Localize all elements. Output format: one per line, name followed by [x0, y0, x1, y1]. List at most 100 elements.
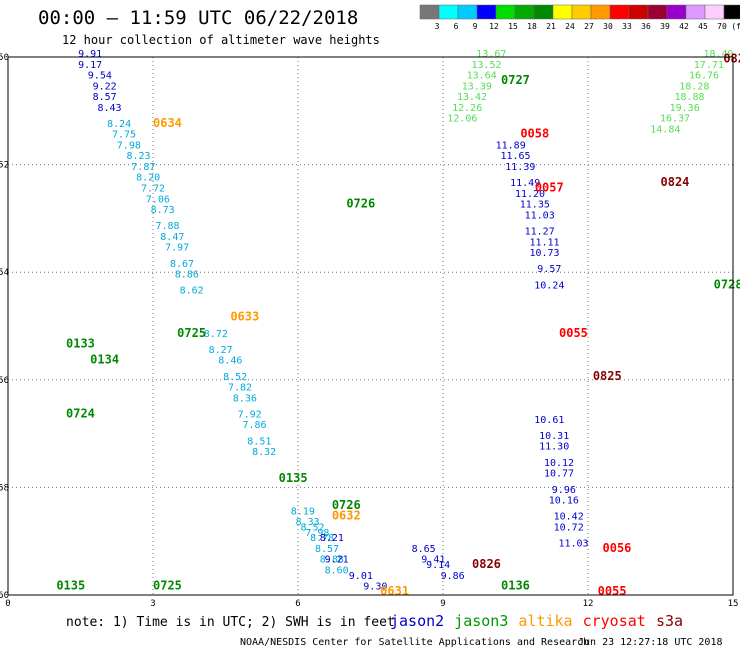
legend-label: 36 [641, 22, 651, 31]
swh-value: 18.49 [703, 49, 733, 60]
legend-label: 42 [679, 22, 689, 31]
swh-value: 10.73 [529, 248, 559, 259]
track: 8.72 8.278.46 8.527.828.36 7.927.86 8.518.32 [204, 329, 276, 458]
legend-swatch [666, 4, 687, 20]
pass-time-label: 0135 [56, 579, 85, 593]
y-tick-label: -52 [0, 161, 9, 171]
plot-border [7, 56, 734, 596]
swh-value: 10.42 [554, 512, 584, 523]
swh-value: 9.86 [441, 571, 465, 582]
pass-time-label: 0055 [598, 584, 627, 598]
footer-timestamp: Jun 23 12:27:18 UTC 2018 [578, 637, 723, 648]
x-tick-label: 12 [583, 599, 594, 609]
pass-time-labels: 0634 0633 0632 0631 0726 0727 0725 0724 0725 0726… [56, 51, 740, 598]
swh-value: 13.42 [457, 92, 487, 103]
legend-label: 27 [584, 22, 594, 31]
swh-value: 9.22 [93, 81, 117, 92]
x-tick-label: 0 [5, 599, 10, 609]
swh-value: 8.65 [412, 544, 436, 555]
satellite-legend: jason2 jason3 altika cryosat s3a [390, 612, 683, 630]
track: 8.21 9.219.019.30 8.659.419.149.86 [320, 533, 465, 592]
legend-label: 18 [527, 22, 537, 31]
swh-value: 9.30 [363, 582, 387, 593]
swh-value: 11.03 [558, 539, 588, 550]
swh-value: 18.88 [674, 92, 704, 103]
swh-value: 7.82 [228, 383, 252, 394]
swh-value: 11.35 [520, 200, 550, 211]
swh-value: 13.64 [467, 71, 497, 82]
pass-time-label: 082 [723, 51, 740, 65]
swh-value: 8.60 [325, 565, 349, 576]
swh-value: 8.27 [209, 345, 233, 356]
swh-value: 10.31 [539, 431, 569, 442]
swh-value: 17.71 [694, 60, 724, 71]
track: 8.247.757.988.237.878.207.727.068.73 7.88… [107, 119, 204, 297]
legend-swatch [514, 4, 535, 20]
swh-value: 16.76 [689, 71, 719, 82]
pass-time-label: 0725 [177, 326, 206, 340]
pass-time-label: 0133 [66, 337, 95, 351]
swh-value: 7.92 [238, 409, 262, 420]
swh-value: 8.47 [160, 232, 184, 243]
legend-label: 21 [546, 22, 556, 31]
pass-time-label: 0633 [230, 310, 259, 324]
legend-label: 39 [660, 22, 670, 31]
y-tick-label: -56 [0, 376, 9, 386]
swh-value: 8.32 [252, 447, 276, 458]
swh-value: 8.73 [151, 205, 175, 216]
swh-value: 7.98 [305, 528, 329, 539]
swh-value: 11.03 [525, 210, 555, 221]
pass-time-label: 0727 [501, 73, 530, 87]
y-tick-label: -60 [0, 591, 9, 601]
swh-value: 8.20 [136, 173, 160, 184]
pass-time-label: 0725 [153, 579, 182, 593]
footnote: note: 1) Time is in UTC; 2) SWH is in fe… [66, 615, 395, 630]
swh-value: 8.51 [247, 436, 271, 447]
track: 8.198.338.527.988.788.578.888.60 [291, 506, 349, 576]
swh-value: 9.17 [78, 60, 102, 71]
legend-label: 30 [603, 22, 613, 31]
legend-label: 33 [622, 22, 632, 31]
swh-value: 11.65 [500, 151, 530, 162]
legend-label: 9 [473, 22, 478, 31]
pass-time-label: 0825 [593, 369, 622, 383]
legend-swatch [571, 4, 592, 20]
footer-credit: NOAA/NESDIS Center for Satellite Applica… [240, 637, 589, 648]
satellite-name: jason3 [454, 612, 508, 630]
swh-value: 10.77 [544, 469, 574, 480]
swh-value: 8.21 [320, 533, 344, 544]
swh-value: 8.24 [107, 119, 131, 130]
swh-value: 8.62 [180, 286, 204, 297]
legend-label: 3 [435, 22, 440, 31]
swh-value: 11.27 [525, 227, 555, 238]
pass-time-label: 0134 [90, 353, 119, 367]
swh-value: 9.14 [426, 560, 450, 571]
swh-value: 7.87 [131, 162, 155, 173]
chart-subtitle: 12 hour collection of altimeter wave hei… [62, 33, 380, 47]
swh-value: 7.86 [242, 420, 266, 431]
swh-value: 8.52 [300, 522, 324, 533]
pass-time-label: 0724 [66, 406, 95, 420]
swh-value: 9.91 [78, 49, 102, 60]
y-tick-label: -54 [0, 268, 9, 278]
swh-value: 7.06 [146, 194, 170, 205]
satellite-name: s3a [656, 612, 683, 630]
swh-value: 10.16 [549, 496, 579, 507]
swh-value: 8.78 [310, 533, 334, 544]
swh-value: 16.37 [660, 114, 690, 125]
legend-label: 12 [489, 22, 499, 31]
swh-value: 19.36 [670, 103, 700, 114]
pass-time-label: 0632 [332, 509, 361, 523]
legend-swatch [533, 4, 554, 20]
satellite-name: cryosat [583, 612, 646, 630]
legend-swatch [590, 4, 611, 20]
legend-label: 70 [717, 22, 727, 31]
satellite-tracks: 9.919.179.549.228.578.438.247.757.988.23… [78, 49, 733, 593]
pass-time-label: 0135 [279, 471, 308, 485]
legend-swatch [419, 4, 440, 20]
y-tick-label: -50 [0, 53, 9, 63]
